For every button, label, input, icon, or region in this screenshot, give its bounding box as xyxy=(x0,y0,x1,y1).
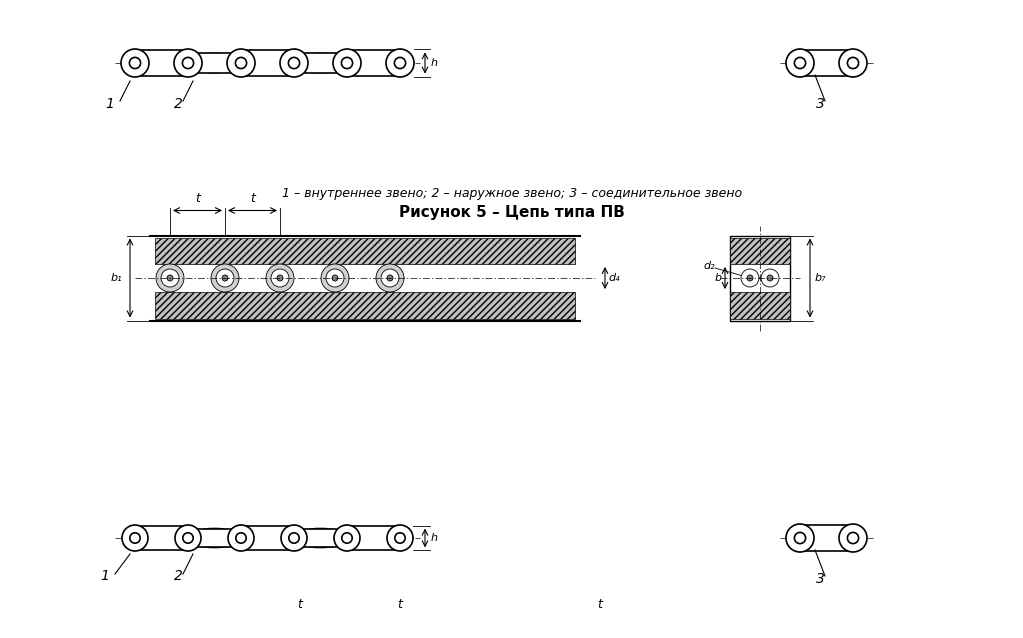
Circle shape xyxy=(174,49,202,77)
Circle shape xyxy=(786,524,814,552)
Bar xyxy=(150,235,580,320)
Circle shape xyxy=(321,264,349,292)
Text: t: t xyxy=(398,598,402,611)
Circle shape xyxy=(332,275,338,281)
Text: Рисунок 5 – Цепь типа ПВ: Рисунок 5 – Цепь типа ПВ xyxy=(399,205,625,221)
Text: b: b xyxy=(715,273,722,283)
Bar xyxy=(241,50,294,77)
Circle shape xyxy=(326,269,344,287)
Circle shape xyxy=(333,525,360,551)
Circle shape xyxy=(155,264,184,292)
Text: t: t xyxy=(597,598,603,611)
Circle shape xyxy=(167,275,173,281)
Circle shape xyxy=(228,525,254,551)
Bar xyxy=(730,235,790,320)
Bar xyxy=(188,529,241,547)
Circle shape xyxy=(222,275,228,281)
Bar xyxy=(155,237,575,264)
Circle shape xyxy=(761,269,779,287)
Circle shape xyxy=(216,269,234,287)
Text: d₄: d₄ xyxy=(608,273,620,283)
Circle shape xyxy=(839,49,868,77)
Circle shape xyxy=(211,264,239,292)
Circle shape xyxy=(175,525,201,551)
Circle shape xyxy=(387,275,393,281)
Bar xyxy=(294,529,347,547)
Circle shape xyxy=(121,49,149,77)
Circle shape xyxy=(227,49,255,77)
Bar xyxy=(800,524,853,551)
Text: h: h xyxy=(431,533,438,543)
Text: 3: 3 xyxy=(815,97,825,111)
Circle shape xyxy=(386,49,414,77)
Bar xyxy=(730,237,790,264)
Circle shape xyxy=(333,49,361,77)
Text: 2: 2 xyxy=(174,97,182,111)
Bar xyxy=(294,53,347,73)
Bar xyxy=(135,50,188,77)
Circle shape xyxy=(280,49,308,77)
Text: 1: 1 xyxy=(105,97,115,111)
Text: t: t xyxy=(298,598,303,611)
Text: 1 – внутреннее звено; 2 – наружное звено; 3 – соединительное звено: 1 – внутреннее звено; 2 – наружное звено… xyxy=(282,186,742,200)
Circle shape xyxy=(161,269,179,287)
Bar xyxy=(135,526,188,551)
Circle shape xyxy=(839,524,868,552)
Bar xyxy=(347,50,400,77)
Bar xyxy=(730,292,790,318)
Bar xyxy=(347,526,400,551)
Text: d₂: d₂ xyxy=(704,261,715,271)
Circle shape xyxy=(387,525,413,551)
Circle shape xyxy=(747,275,753,281)
Text: 2: 2 xyxy=(174,569,182,583)
Text: t: t xyxy=(195,191,199,205)
Circle shape xyxy=(277,275,283,281)
Bar xyxy=(241,526,294,551)
Circle shape xyxy=(381,269,399,287)
Circle shape xyxy=(741,269,759,287)
Bar xyxy=(155,292,575,318)
Text: 3: 3 xyxy=(815,572,825,586)
Text: t: t xyxy=(250,191,255,205)
Text: b₁: b₁ xyxy=(110,273,122,283)
Text: 1: 1 xyxy=(100,569,109,583)
Circle shape xyxy=(281,525,307,551)
Circle shape xyxy=(266,264,294,292)
Circle shape xyxy=(786,49,814,77)
Circle shape xyxy=(122,525,148,551)
Text: h: h xyxy=(431,58,438,68)
Bar xyxy=(188,53,241,73)
Circle shape xyxy=(376,264,404,292)
Bar xyxy=(800,50,853,77)
Circle shape xyxy=(271,269,290,287)
Text: b₇: b₇ xyxy=(815,273,827,283)
Circle shape xyxy=(767,275,773,281)
